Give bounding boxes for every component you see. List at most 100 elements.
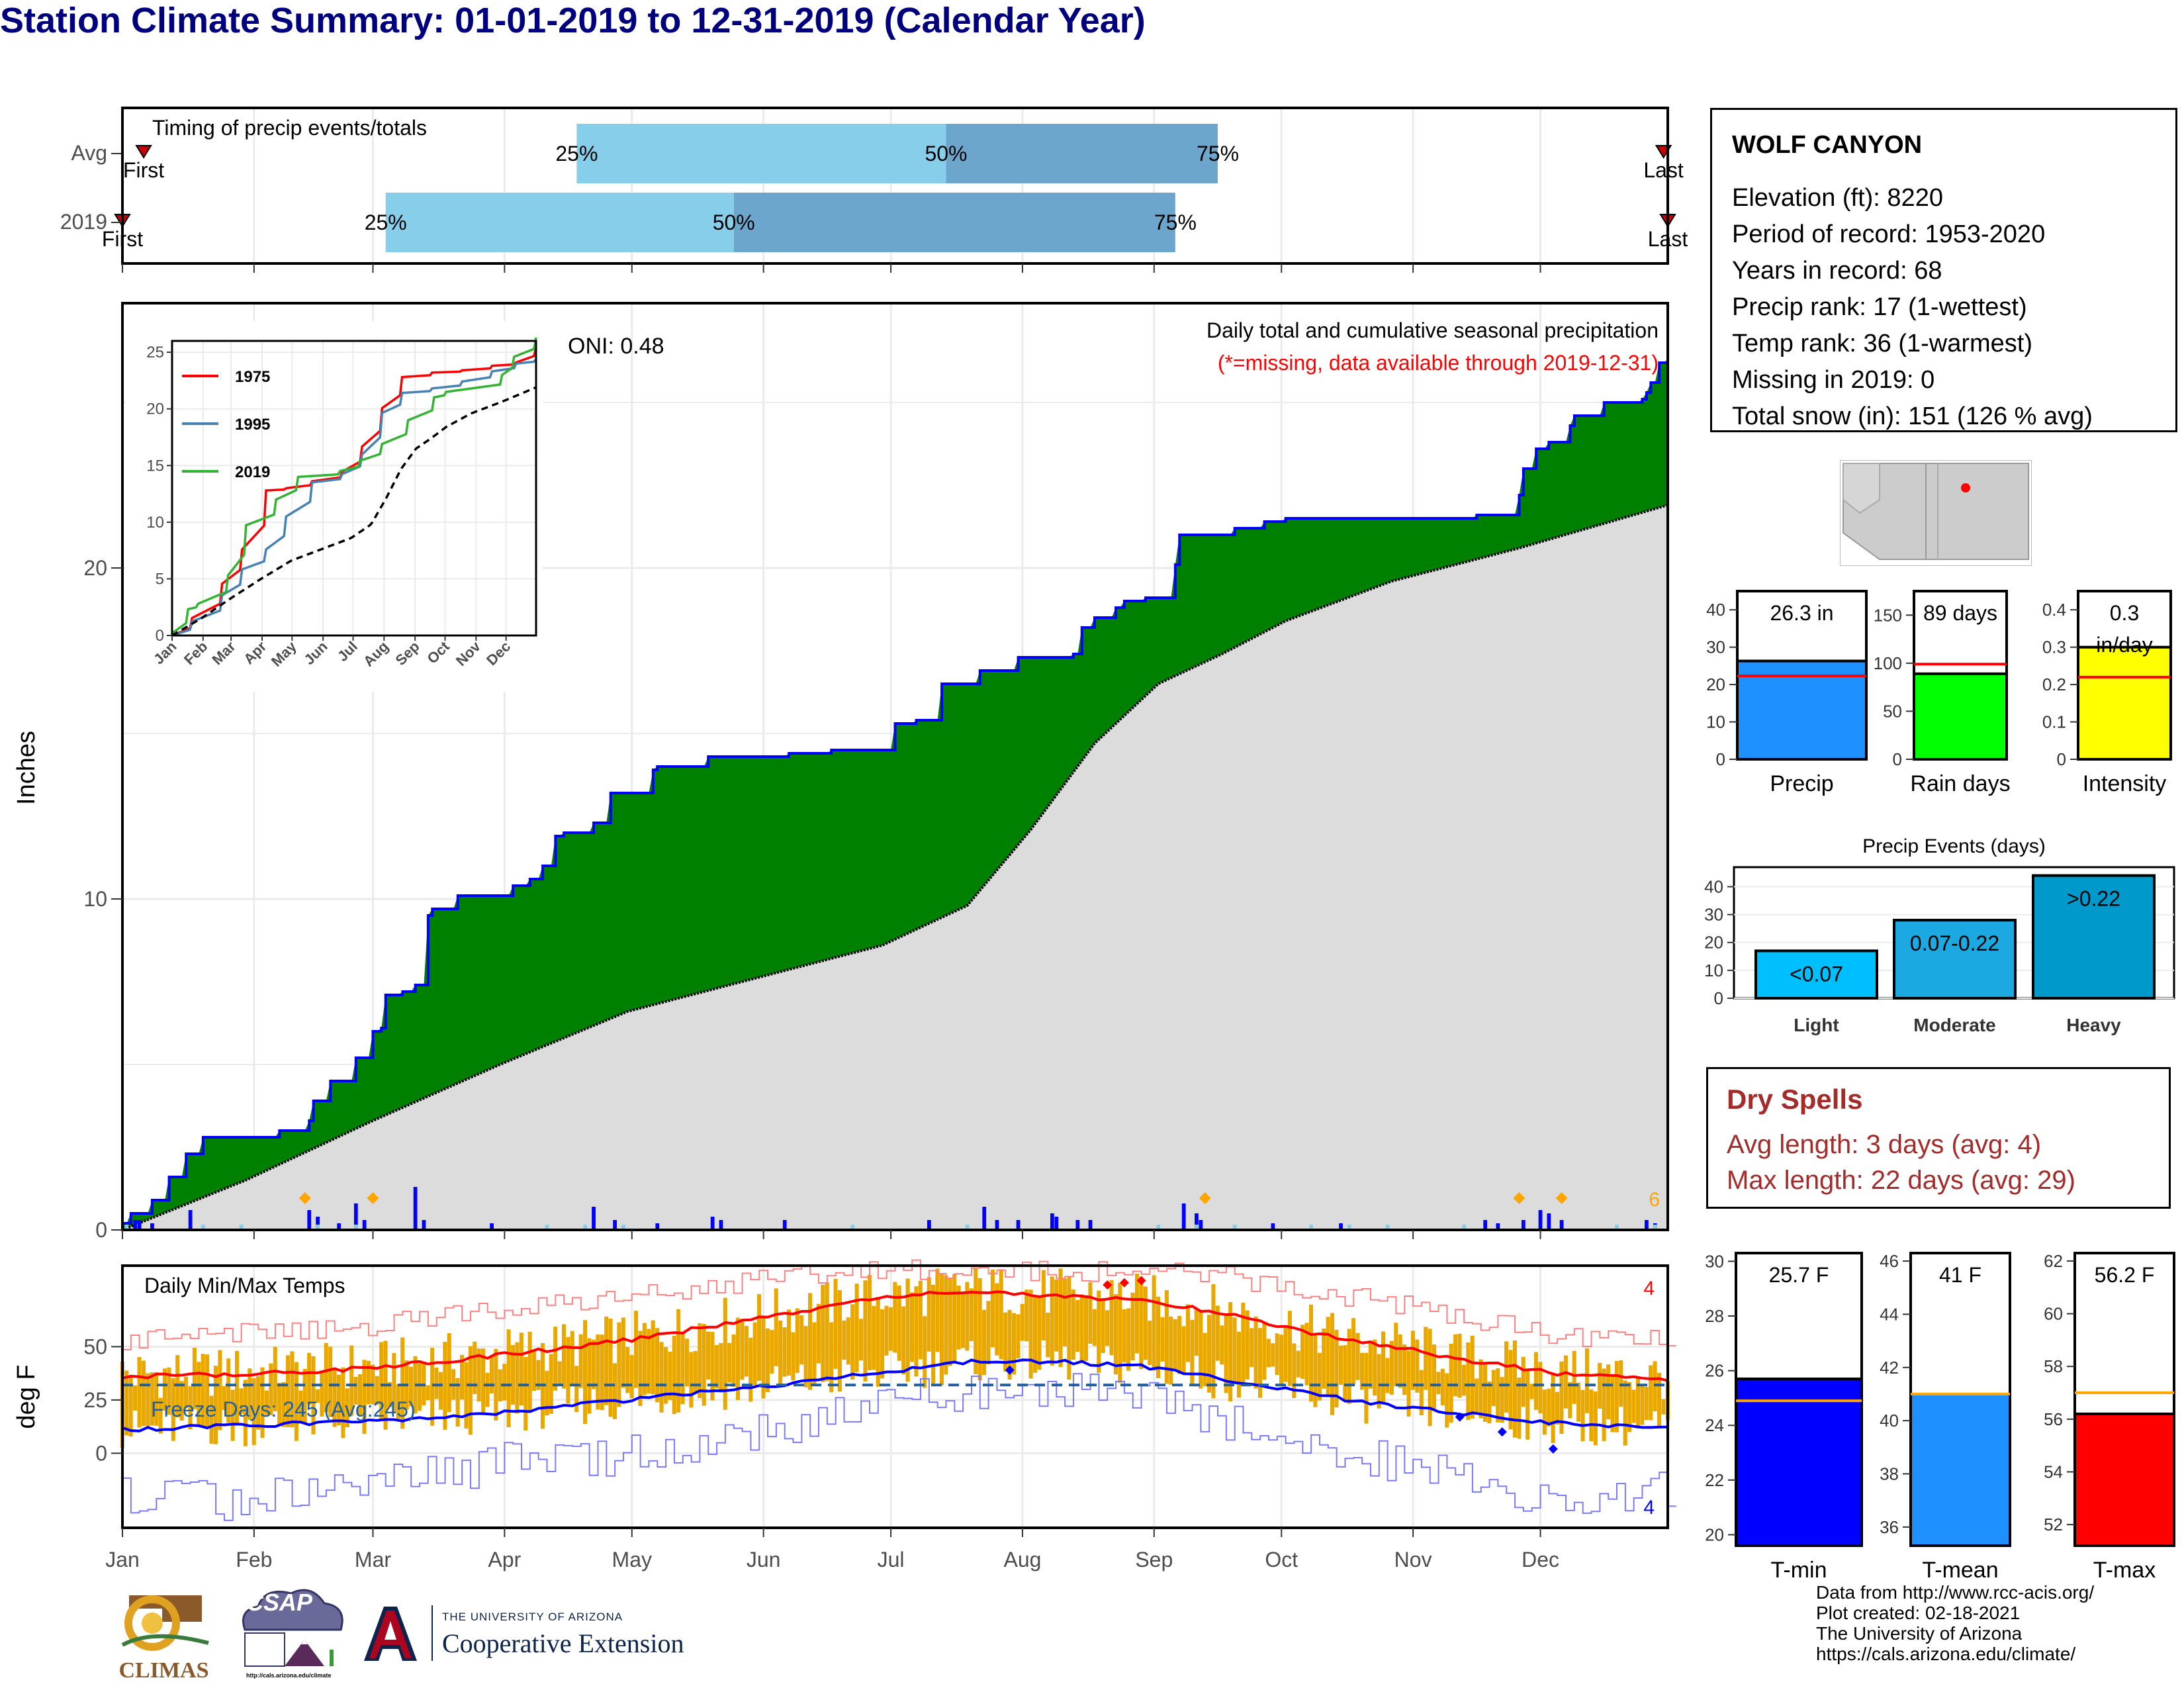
temps-daily-bar-337 <box>1547 1388 1551 1427</box>
inset-ytick-label-10: 10 <box>146 514 164 532</box>
temp-total-1-ytick-label-0: 36 <box>1880 1517 1899 1537</box>
temps-daily-bar-143 <box>723 1297 727 1410</box>
temps-daily-bar-132 <box>676 1309 681 1413</box>
temps-daily-bar-287 <box>1334 1329 1339 1408</box>
station-name: WOLF CANYON <box>1732 131 1923 159</box>
temps-daily-bar-261 <box>1224 1313 1228 1393</box>
temps-daily-bar-189 <box>918 1280 923 1360</box>
temps-daily-bar-180 <box>880 1309 885 1379</box>
temps-daily-bar-92 <box>506 1329 511 1428</box>
temps-daily-bar-304 <box>1406 1350 1411 1417</box>
temps-daily-bar-356 <box>1627 1382 1632 1432</box>
temps-daily-bar-81 <box>459 1354 465 1400</box>
dry-spells-title: Dry Spells <box>1727 1084 1863 1115</box>
precip-daily-bar-12 <box>592 1207 596 1230</box>
climas-logo-text: CLIMAS <box>118 1658 209 1683</box>
credit-plot-created: Plot created: 02-18-2021 <box>1816 1603 2021 1623</box>
precip-average-area <box>122 505 1668 1230</box>
temps-daily-bar-26 <box>226 1358 231 1423</box>
csap-logo-text: CSAP <box>246 1589 313 1616</box>
temps-daily-bar-29 <box>239 1388 244 1415</box>
temp-total-0-ytick-label-1: 22 <box>1705 1470 1724 1490</box>
temps-daily-bar-186 <box>905 1278 910 1382</box>
temps-daily-bar-231 <box>1097 1290 1101 1374</box>
temps-daily-bar-270 <box>1262 1323 1267 1380</box>
temps-daily-bar-9 <box>154 1372 159 1426</box>
temps-daily-bar-262 <box>1228 1302 1233 1402</box>
precip-snow-marker-2 <box>1199 1192 1211 1204</box>
temps-daily-bar-71 <box>417 1363 422 1411</box>
temps-daily-bar-275 <box>1283 1325 1288 1382</box>
temps-daily-bar-86 <box>481 1348 486 1414</box>
temp-total-0-ytick-label-0: 20 <box>1705 1524 1724 1544</box>
climas-logo[interactable]: CLIMAS <box>109 1582 218 1683</box>
temps-daily-bar-225 <box>1071 1289 1075 1360</box>
precip-light-bar-56 <box>353 1225 358 1230</box>
temps-daily-bar-50 <box>328 1346 333 1417</box>
temps-daily-bar-222 <box>1058 1268 1063 1368</box>
temps-daily-bar-280 <box>1304 1323 1309 1385</box>
temps-daily-bar-187 <box>909 1292 915 1362</box>
csap-logo[interactable]: CSAP http://cals.arizona.edu/climate <box>232 1583 351 1683</box>
temps-daily-bar-193 <box>935 1268 940 1352</box>
temps-daily-bar-209 <box>1003 1312 1008 1372</box>
temps-daily-bar-321 <box>1479 1359 1483 1419</box>
temps-daily-bar-327 <box>1504 1341 1509 1413</box>
precip-daily-bar-16 <box>719 1220 723 1230</box>
precip-daily-bar-17 <box>782 1220 787 1230</box>
temps-ylabel: deg F <box>13 1364 40 1429</box>
temps-daily-bar-205 <box>986 1301 991 1364</box>
precip-surplus-area <box>122 359 1668 1230</box>
dry-spells-avg: Avg length: 3 days (avg: 4) <box>1727 1130 2042 1159</box>
precip-total-2-category-label: Intensity <box>2083 771 2167 796</box>
timing-quantile-label-Avg-0: 25% <box>555 142 598 165</box>
precip-daily-bar-35 <box>1547 1213 1551 1230</box>
timing-last-label-Avg: Last <box>1643 158 1684 182</box>
precip-total-0-ytick-label-0: 0 <box>1716 749 1725 769</box>
temps-daily-bar-355 <box>1623 1380 1627 1446</box>
temp-total-0-ytick-label-4: 28 <box>1705 1306 1724 1326</box>
temps-daily-bar-242 <box>1143 1286 1148 1360</box>
temps-daily-bar-123 <box>638 1331 643 1407</box>
temps-daily-bar-47 <box>315 1389 320 1403</box>
timing-title: Timing of precip events/totals <box>152 116 427 140</box>
temps-daily-bar-7 <box>146 1373 150 1427</box>
temps-ytick-label-0: 0 <box>95 1441 107 1465</box>
temps-daily-bar-130 <box>668 1351 672 1400</box>
inset-line-avg <box>171 386 537 637</box>
temps-ytick-label-25: 25 <box>83 1388 107 1412</box>
temps-daily-bar-294 <box>1364 1352 1369 1424</box>
timing-bar-q25-q50-2019 <box>385 193 734 252</box>
timing-bar-q50-q75-Avg <box>946 124 1218 183</box>
month-label-Apr: Apr <box>488 1548 521 1571</box>
precip-total-2-value-bar <box>2077 645 2172 761</box>
temps-daily-bar-118 <box>617 1322 621 1407</box>
temps-daily-bar-336 <box>1542 1389 1547 1435</box>
temps-daily-bar-308 <box>1424 1327 1428 1390</box>
temps-daily-bar-271 <box>1266 1338 1271 1368</box>
temps-daily-bar-16 <box>184 1376 189 1409</box>
precip-ytick-label-20: 20 <box>83 556 107 580</box>
temps-daily-bar-264 <box>1236 1331 1241 1398</box>
temps-daily-bar-251 <box>1181 1326 1186 1375</box>
credits: Data from http://www.rcc-acis.org/ Plot … <box>1816 1582 2094 1664</box>
temps-daily-bar-248 <box>1169 1316 1173 1385</box>
temps-daily-bar-91 <box>502 1364 507 1401</box>
temps-daily-bar-138 <box>702 1324 706 1406</box>
temps-daily-bar-310 <box>1432 1344 1437 1411</box>
precip-daily-bar-36 <box>1559 1220 1564 1230</box>
cloud-icon <box>242 1589 343 1631</box>
temps-daily-bar-311 <box>1436 1372 1441 1395</box>
main-charts: Timing of precip events/totals 25% 50% 75% F… <box>13 107 1688 1571</box>
precip-light-bar-362 <box>1653 1225 1657 1230</box>
temps-daily-bar-331 <box>1521 1356 1525 1407</box>
temps-daily-bar-235 <box>1113 1294 1118 1375</box>
temps-daily-bar-38 <box>277 1383 282 1427</box>
station-years: Years in record: 68 <box>1732 257 1942 285</box>
ua-cooperative-extension-logo[interactable]: THE UNIVERSITY OF ARIZONA Cooperative Ex… <box>357 1599 748 1671</box>
temps-daily-bar-147 <box>740 1319 745 1380</box>
temps-daily-bar-178 <box>872 1305 876 1370</box>
temps-daily-bar-24 <box>218 1350 222 1430</box>
precip-total-0-value-text: 26.3 in <box>1770 601 1833 625</box>
temps-daily-bar-359 <box>1640 1383 1645 1425</box>
